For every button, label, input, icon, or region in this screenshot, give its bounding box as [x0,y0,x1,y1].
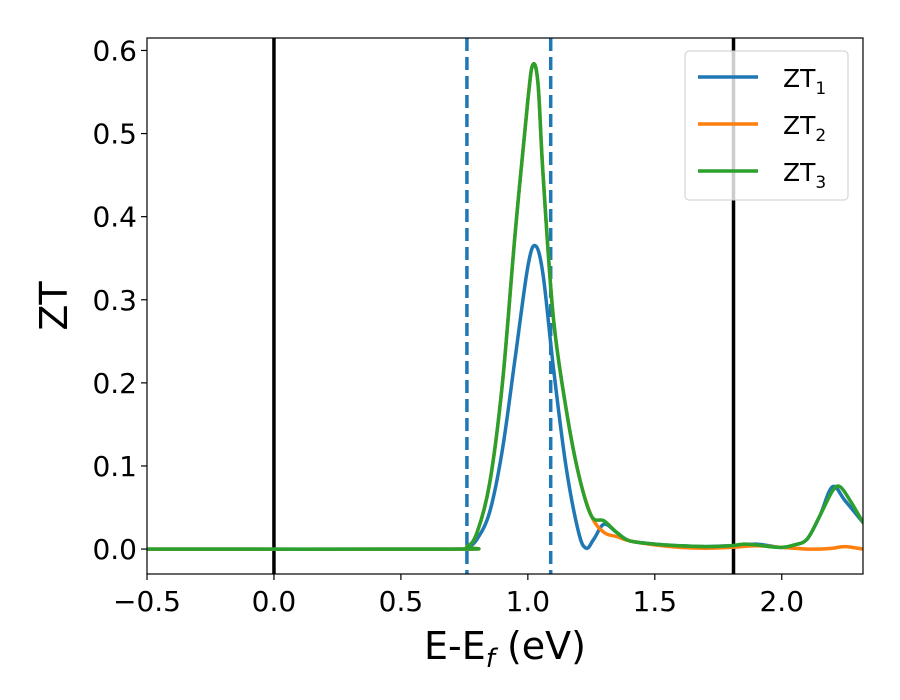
legend-label-zt3: ZT3 [783,158,826,193]
x-axis: −0.5 0.0 0.5 1.0 1.5 2.0 [113,574,804,618]
y-tick-label: 0.4 [92,201,137,234]
y-axis: 0.0 0.1 0.2 0.3 0.4 0.5 0.6 [92,34,147,566]
legend-label-zt2: ZT2 [783,111,826,146]
x-axis-title-main: E-E [424,624,486,668]
legend-label-zt1: ZT1 [783,64,826,99]
y-tick-label: 0.2 [92,367,137,400]
x-axis-title: E-Ef (eV) [424,624,586,674]
x-tick-label: 0.5 [379,585,424,618]
legend: ZT1 ZT2 ZT3 [684,50,849,201]
y-axis-title: ZT [32,281,76,331]
x-tick-label: −0.5 [113,585,181,618]
y-tick-label: 0.5 [92,118,137,151]
y-tick-label: 0.3 [92,284,137,317]
plot-frame [146,37,864,575]
series-layer [147,62,863,552]
x-tick-label: 1.0 [506,585,551,618]
y-tick-label: 0.1 [92,450,137,483]
x-tick-label: 2.0 [759,585,804,618]
legend-box [684,50,849,201]
x-axis-title-unit: (eV) [495,624,586,668]
x-tick-label: 0.0 [252,585,297,618]
y-tick-label: 0.6 [92,34,137,67]
x-tick-label: 1.5 [633,585,678,618]
series-line-zt3 [147,62,863,552]
y-tick-label: 0.0 [92,533,137,566]
